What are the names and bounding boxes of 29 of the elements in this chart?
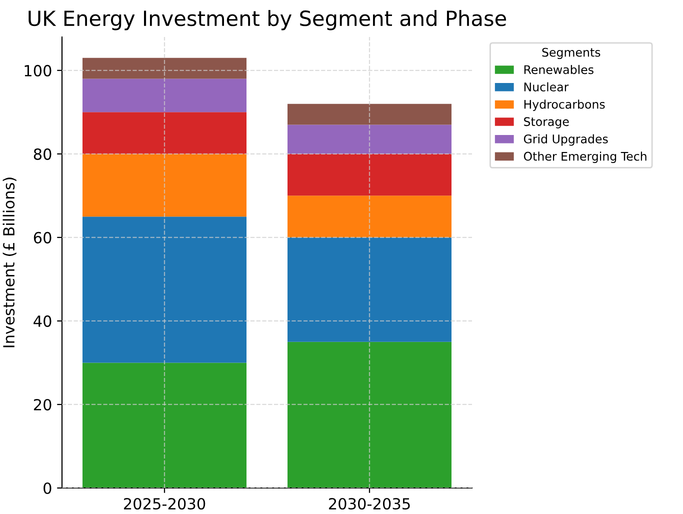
- bar: [288, 342, 452, 488]
- legend-label: Other Emerging Tech: [524, 152, 646, 164]
- bar: [82, 58, 246, 79]
- x-tick-label: 2030-2035: [328, 498, 410, 510]
- y-tick-label: 40: [34, 315, 52, 327]
- legend-label: Hydrocarbons: [524, 100, 605, 112]
- y-tick-label: 20: [34, 398, 52, 411]
- y-tick-label: 60: [34, 232, 52, 244]
- y-tick-label: 0: [44, 482, 52, 494]
- bar: [82, 216, 246, 363]
- legend-label: Renewables: [524, 64, 594, 74]
- legend-label: Grid Upgrades: [524, 134, 608, 146]
- y-tick-label: 80: [34, 148, 52, 160]
- bar: [288, 124, 452, 154]
- y-axis-title: Investment (£ Billions): [2, 178, 16, 348]
- legend-title: Segments: [542, 48, 600, 60]
- bar: [82, 154, 246, 217]
- bar: [288, 237, 452, 342]
- bar: [82, 78, 246, 112]
- bar: [288, 196, 452, 238]
- bar: [288, 154, 452, 196]
- x-tick-label: 2025-2030: [124, 498, 206, 510]
- bar: [288, 104, 452, 125]
- bar: [82, 112, 246, 154]
- bar: [82, 362, 246, 488]
- chart-title: UK Energy Investment by Segment and Phase: [28, 10, 506, 30]
- y-tick-label: 100: [24, 64, 52, 76]
- legend-label: Nuclear: [524, 82, 569, 92]
- legend-label: Storage: [524, 117, 569, 128]
